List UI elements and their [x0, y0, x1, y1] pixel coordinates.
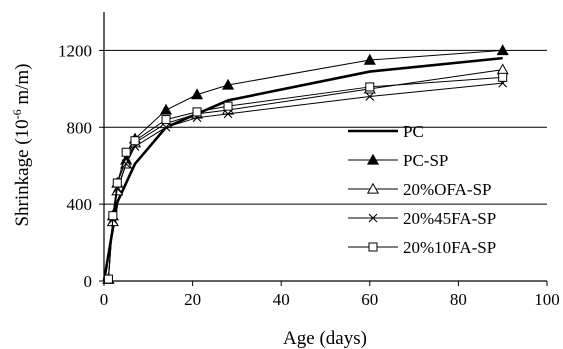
legend-marker [368, 213, 378, 223]
x-tick-label: 60 [361, 290, 378, 309]
legend-label: PC-SP [403, 151, 448, 170]
data-point [121, 147, 131, 157]
data-point [103, 274, 113, 284]
legend-entry-0: PC [348, 122, 424, 141]
y-axis-label-units: m/m) [12, 63, 33, 109]
y-tick-label: 0 [84, 272, 93, 291]
data-point [498, 72, 508, 82]
data-point [223, 109, 233, 119]
y-tick-label: 400 [67, 195, 93, 214]
series-0 [102, 56, 503, 282]
data-point [159, 103, 173, 115]
series-line [102, 56, 503, 282]
tick-labels: 0 400 800 1200 0 20 40 60 80 100 [58, 41, 560, 309]
legend-entry-3: 20%45FA-SP [348, 209, 496, 228]
data-point [363, 53, 376, 65]
data-point [112, 178, 122, 188]
data-point [365, 82, 375, 92]
y-tick-label: 1200 [58, 41, 92, 60]
data-point [130, 136, 140, 146]
data-point [192, 107, 202, 117]
legend-entry-1: PC-SP [348, 151, 448, 170]
data-point [221, 78, 235, 90]
legend-marker [366, 182, 380, 194]
legend-entry-2: 20%OFA-SP [348, 180, 491, 199]
series-line [107, 76, 503, 280]
legend: PC PC-SP 20%OFA-SP 20%45FA-SP 20%10FA-SP [348, 122, 496, 257]
data-point [108, 211, 118, 221]
legend-entry-4: 20%10FA-SP [348, 238, 496, 257]
data-point [365, 92, 375, 101]
legend-marker [368, 242, 378, 252]
data-point [161, 115, 171, 125]
x-tick-label: 40 [273, 290, 290, 309]
data-point [190, 88, 204, 100]
data-point [496, 44, 509, 56]
x-tick-label: 20 [184, 290, 201, 309]
x-tick-label: 80 [450, 290, 467, 309]
legend-marker [366, 153, 380, 165]
y-axis-label-exponent: -6 [10, 109, 24, 119]
grid-lines [104, 49, 547, 205]
data-point [223, 101, 233, 111]
legend-label: 20%45FA-SP [403, 209, 496, 228]
data-series [102, 44, 509, 284]
x-axis-label: Age (days) [283, 328, 367, 349]
legend-label: PC [403, 122, 424, 141]
x-tick-label: 0 [100, 290, 109, 309]
y-axis-label: Shrinkage (10-6 m/m) [10, 63, 33, 226]
series-line [107, 82, 503, 280]
legend-label: 20%10FA-SP [403, 238, 496, 257]
x-tick-label: 100 [534, 290, 560, 309]
legend-label: 20%OFA-SP [403, 180, 491, 199]
y-axis-label-main: Shrinkage (10 [12, 119, 33, 226]
data-point [161, 122, 171, 132]
series-4 [103, 72, 508, 284]
y-tick-label: 800 [67, 118, 93, 137]
